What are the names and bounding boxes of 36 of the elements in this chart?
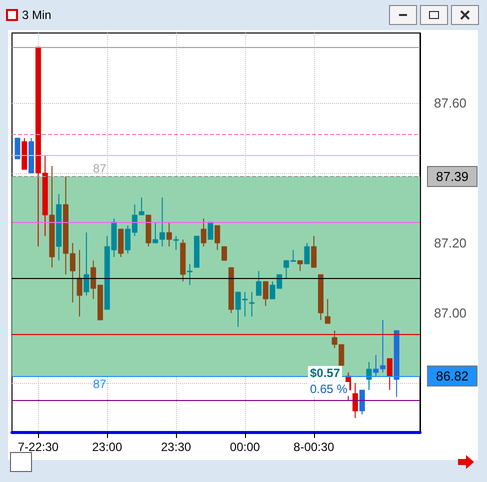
x-tick-label: 00:00	[230, 440, 260, 454]
candlestick	[297, 260, 303, 272]
candlestick	[352, 382, 358, 418]
ref-line-label: 87.39	[436, 169, 469, 184]
candlestick	[14, 138, 20, 160]
candlestick	[222, 246, 228, 261]
candlestick	[366, 362, 372, 390]
x-tick-label: 23:00	[92, 440, 122, 454]
candlestick	[84, 232, 90, 296]
candlestick	[249, 292, 255, 317]
candlestick	[256, 270, 262, 296]
annotation: $0.57	[310, 366, 340, 380]
candlestick	[359, 390, 365, 415]
x-tick-label: 8-00:30	[294, 440, 335, 454]
candlestick	[304, 242, 310, 264]
candlestick	[187, 264, 193, 286]
candlestick	[214, 225, 220, 250]
annotation: 87	[93, 377, 107, 391]
y-tick-label: 87.20	[434, 236, 467, 250]
annotation: 87	[93, 162, 107, 176]
annotation: 0.65 %	[310, 382, 348, 396]
ref-line-label: 86.82	[436, 368, 469, 384]
candlestick	[324, 298, 330, 324]
candlestick	[173, 236, 179, 250]
candlestick	[311, 236, 317, 268]
candlestick	[262, 281, 268, 306]
x-tick-label: 7-22:30	[18, 440, 59, 454]
y-tick-label: 87.00	[434, 306, 467, 320]
chart-title: 3 Min	[22, 8, 52, 22]
candlestick	[76, 250, 82, 317]
candlestick	[208, 222, 214, 240]
candlestick	[200, 218, 206, 247]
candlestick	[166, 222, 172, 247]
y-tick-label: 87.60	[434, 96, 467, 110]
candlestick	[386, 358, 392, 390]
x-tick-label: 23:30	[161, 440, 192, 454]
